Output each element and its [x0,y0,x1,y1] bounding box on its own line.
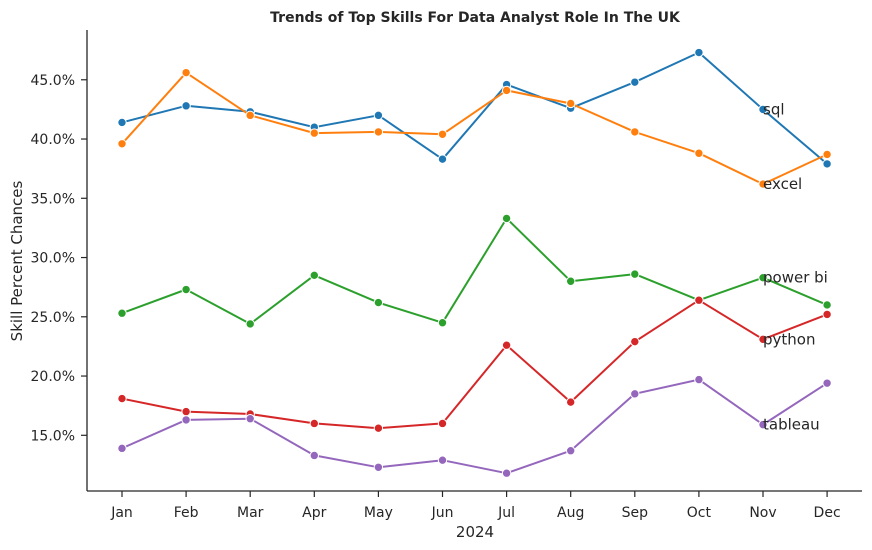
chart-title: Trends of Top Skills For Data Analyst Ro… [270,10,681,26]
data-point-tableau [630,389,640,399]
data-point-python [373,423,384,433]
data-point-power-bi [245,319,255,329]
data-point-power-bi [181,284,191,295]
series-label-power-bi: power bi [763,269,828,287]
data-point-excel [758,179,768,189]
data-point-sql [437,154,448,164]
data-point-tableau [309,450,319,461]
data-point-python [694,295,704,305]
y-tick-label: 20.0% [31,369,75,385]
data-point-power-bi [822,300,832,310]
data-point-power-bi [630,269,640,279]
data-point-sql [758,104,768,115]
y-axis-label: Skill Percent Chances [8,180,26,341]
data-point-excel [566,98,576,109]
x-tick-label: Jan [110,505,133,521]
series-power-bi: power bi [117,213,832,329]
series-label-python: python [763,330,815,348]
data-point-power-bi [373,297,384,308]
series-label-excel: excel [763,175,802,193]
data-point-excel [694,148,704,158]
x-tick-label: Oct [687,505,712,521]
y-tick-label: 40.0% [31,132,75,148]
x-tick-label: Apr [302,505,326,521]
y-tick-label: 45.0% [31,73,75,89]
data-point-python [822,309,832,320]
data-point-excel [822,149,832,160]
x-axis-ticks: Jan Feb Mar Apr May Jun Jul Aug Sep Oct Nov Dec [110,491,841,521]
data-point-python [566,397,576,407]
data-point-python [309,418,319,429]
data-point-sql [181,101,191,111]
x-tick-label: May [364,505,393,521]
x-tick-label: Jun [431,505,454,521]
y-tick-label: 25.0% [31,310,75,326]
x-tick-label: Jul [497,505,515,521]
data-point-tableau [758,419,768,430]
data-point-power-bi [117,308,127,318]
data-point-power-bi [566,276,576,286]
data-point-excel [117,139,127,149]
plot-area: sql excel power bi python tableau [117,47,832,478]
y-tick-label: 30.0% [31,251,75,267]
data-point-sql [822,159,832,169]
x-tick-label: Aug [557,505,584,521]
data-point-excel [501,85,512,96]
data-point-tableau [501,468,512,478]
series-label-tableau: tableau [763,416,820,434]
data-point-excel [309,128,319,138]
series-tableau: tableau [117,374,832,478]
x-tick-label: Feb [174,505,199,521]
series-line-excel [121,71,828,186]
data-point-python [758,334,768,345]
data-point-python [117,393,127,404]
series-excel: excel [117,67,832,193]
data-point-python [181,406,191,417]
data-point-tableau [373,462,384,472]
data-point-excel [373,127,384,137]
y-axis-ticks: 15.0% 20.0% 25.0% 30.0% 35.0% 40.0% 45.0% [31,73,87,444]
data-point-tableau [245,414,255,424]
series-line-power-bi [121,217,828,325]
data-point-tableau [694,374,704,385]
data-point-sql [373,110,384,121]
series-line-tableau [121,378,828,475]
y-tick-label: 15.0% [31,428,75,444]
series-line-sql [121,51,828,165]
x-tick-label: Dec [814,505,841,521]
y-tick-label: 35.0% [31,191,75,207]
data-point-power-bi [501,213,512,224]
data-point-excel [437,129,448,139]
data-point-sql [117,117,127,128]
data-point-tableau [181,415,191,425]
data-point-excel [181,67,191,78]
x-tick-label: Mar [237,505,264,521]
data-point-sql [694,47,704,58]
data-point-python [501,340,512,350]
data-point-python [630,336,640,347]
series-sql: sql [117,47,832,169]
data-point-excel [245,110,255,121]
data-point-sql [630,77,640,87]
x-tick-label: Nov [749,505,776,521]
data-point-tableau [822,378,832,388]
data-point-tableau [566,446,576,456]
x-tick-label: Sep [622,505,649,521]
series-line-python [121,299,828,430]
data-point-excel [630,127,640,137]
data-point-power-bi [437,318,448,328]
data-point-power-bi [758,272,768,283]
series-label-sql: sql [763,100,785,118]
series-python: python [117,295,832,433]
x-axis-label: 2024 [456,523,494,541]
data-point-tableau [437,455,448,465]
data-point-tableau [117,443,127,454]
data-point-power-bi [309,270,319,281]
data-point-python [437,418,448,429]
